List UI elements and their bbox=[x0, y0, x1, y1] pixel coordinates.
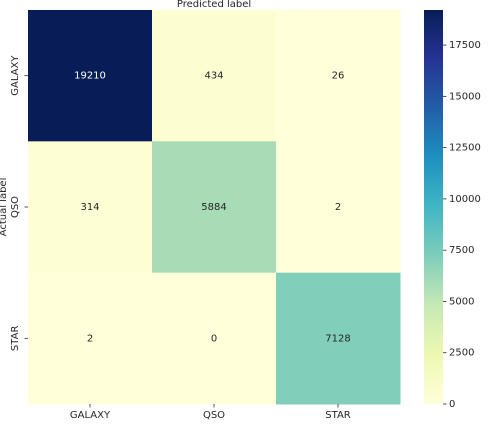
y-tick-label: STAR bbox=[10, 326, 21, 352]
x-tick-label: QSO bbox=[203, 410, 225, 421]
colorbar-tick-label: 2500 bbox=[449, 348, 474, 359]
colorbar-tick-label: 5000 bbox=[449, 296, 474, 307]
cell-label: 434 bbox=[204, 71, 223, 82]
heatmap-cell bbox=[152, 10, 277, 142]
cell-label: 314 bbox=[80, 202, 99, 213]
heatmap-cell bbox=[276, 272, 401, 405]
y-axis-label: Actual label bbox=[0, 178, 9, 237]
x-tick-label: GALAXY bbox=[70, 410, 111, 421]
cell-label: 19210 bbox=[74, 71, 106, 82]
cell-label: 5884 bbox=[201, 202, 226, 213]
heatmap-cell bbox=[152, 141, 277, 274]
colorbar-tick-label: 17500 bbox=[449, 40, 481, 51]
colorbar bbox=[424, 10, 443, 404]
heatmap-cell bbox=[28, 272, 153, 405]
cell-label: 2 bbox=[335, 202, 341, 213]
heatmap-cell bbox=[28, 10, 153, 142]
heatmap-cell bbox=[276, 141, 401, 274]
cell-label: 0 bbox=[211, 333, 217, 344]
y-tick-label: GALAXY bbox=[10, 55, 21, 96]
colorbar-tick-label: 0 bbox=[449, 399, 455, 410]
y-tick-label: QSO bbox=[10, 196, 21, 218]
chart-title: Predicted label bbox=[177, 0, 251, 10]
x-tick-label: STAR bbox=[325, 410, 351, 421]
cell-label: 26 bbox=[332, 71, 345, 82]
colorbar-tick-label: 10000 bbox=[449, 194, 481, 205]
cell-label: 7128 bbox=[325, 333, 350, 344]
cell-label: 2 bbox=[87, 333, 93, 344]
heatmap-cell bbox=[276, 10, 401, 142]
colorbar-tick-label: 7500 bbox=[449, 245, 474, 256]
heatmap-cell bbox=[152, 272, 277, 405]
colorbar-tick-label: 12500 bbox=[449, 143, 481, 154]
heatmap-cell bbox=[28, 141, 153, 274]
colorbar-tick-label: 15000 bbox=[449, 91, 481, 102]
